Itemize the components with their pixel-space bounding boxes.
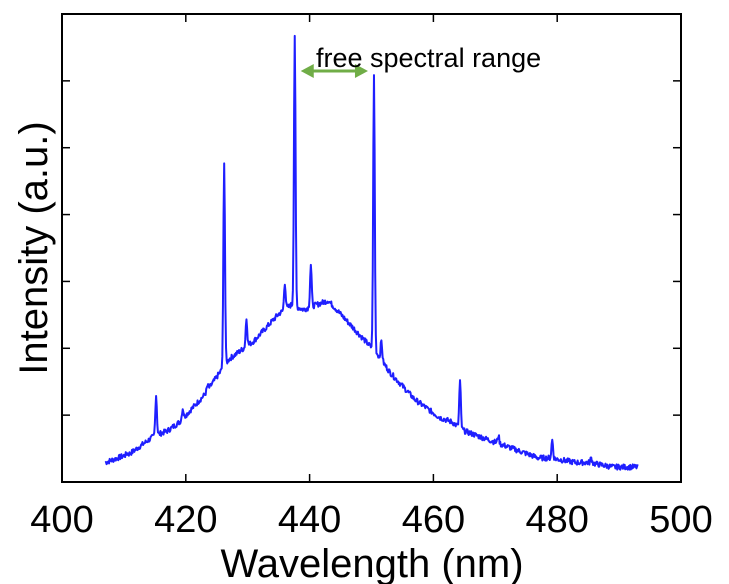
arrow-head-right — [354, 64, 368, 78]
plot-frame — [61, 13, 682, 483]
spectrum-line — [104, 34, 639, 471]
x-tick-label: 460 — [402, 499, 465, 541]
x-tick-label: 440 — [278, 499, 341, 541]
y-axis-title: Intensity (a.u.) — [12, 121, 56, 374]
x-axis-ticks — [61, 14, 682, 482]
y-axis-ticks — [62, 80, 681, 416]
x-tick-label: 480 — [525, 499, 588, 541]
x-tick-label: 500 — [649, 499, 712, 541]
arrow-head-left — [300, 64, 314, 78]
x-axis-tick-labels: 400 420 440 460 480 500 — [30, 499, 712, 541]
x-axis-title: Wavelength (nm) — [220, 542, 523, 584]
x-tick-label: 420 — [154, 499, 217, 541]
annotation-label: free spectral range — [316, 43, 541, 73]
free-spectral-range-arrow — [300, 64, 368, 78]
x-tick-label: 400 — [30, 499, 93, 541]
